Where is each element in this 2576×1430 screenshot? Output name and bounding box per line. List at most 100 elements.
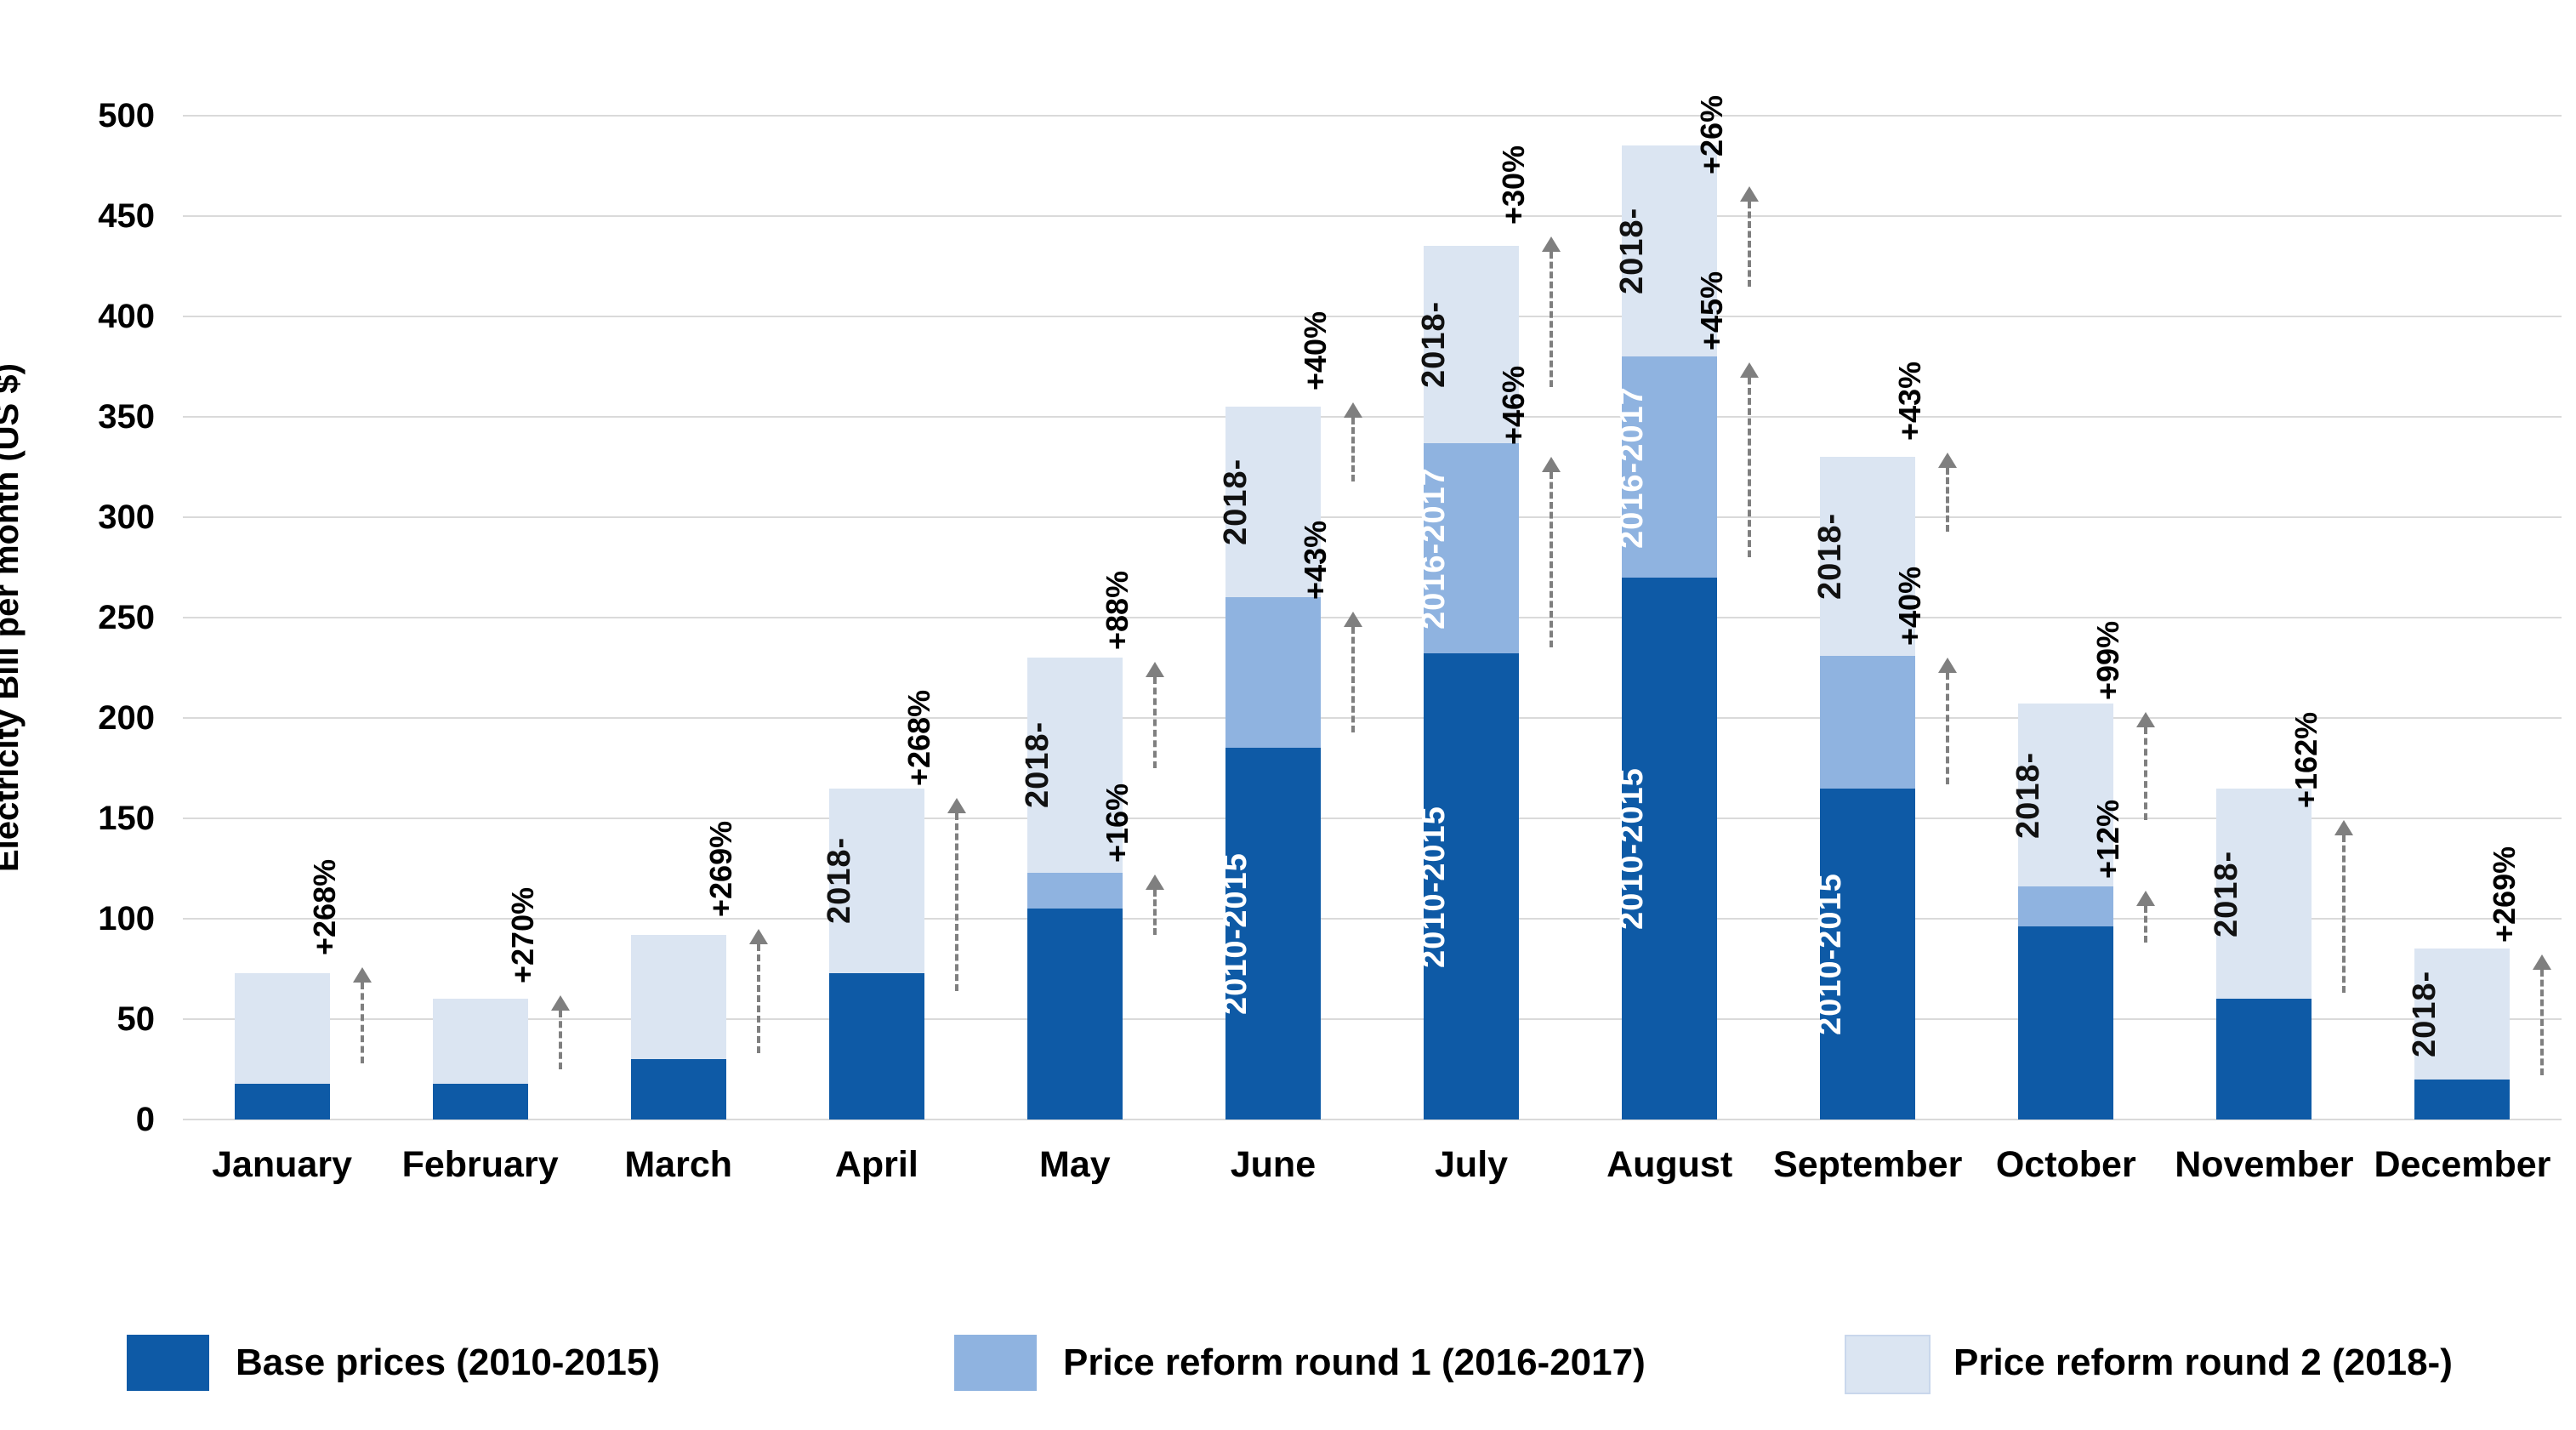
arrow-dashed-line bbox=[1152, 890, 1157, 935]
y-tick-label-300: 300 bbox=[98, 499, 155, 536]
arrow-up-icon bbox=[1343, 402, 1362, 419]
segment-label-april-series3: 2018- bbox=[821, 836, 857, 925]
arrow-up-icon bbox=[947, 798, 966, 814]
y-tick-label-0: 0 bbox=[135, 1101, 155, 1138]
annotation-december-1: +269% bbox=[2487, 846, 2522, 943]
arrow-dashed-line bbox=[2540, 970, 2545, 1076]
segment-label-july-series3: 2018- bbox=[1416, 300, 1453, 389]
x-tick-label-february: February bbox=[401, 1144, 559, 1185]
segment-label-december-series3: 2018- bbox=[2407, 970, 2443, 1058]
arrow-up-icon bbox=[1938, 453, 1958, 469]
annotation-april-1: +268% bbox=[901, 690, 936, 787]
y-tick-label-150: 150 bbox=[98, 800, 155, 837]
arrow-up-icon bbox=[1343, 611, 1362, 627]
y-tick-label-400: 400 bbox=[98, 298, 155, 335]
arrow-dashed-line bbox=[756, 943, 760, 1054]
bar-segment-june-series1 bbox=[1225, 748, 1321, 1120]
bar-segment-march-series3 bbox=[630, 934, 726, 1060]
gridline-400 bbox=[183, 316, 2562, 317]
bar-segment-august-series1 bbox=[1622, 577, 1718, 1120]
x-tick-label-january: January bbox=[212, 1144, 352, 1185]
bar-segment-may-series1 bbox=[1026, 909, 1123, 1120]
segment-label-november-series3: 2018- bbox=[2209, 850, 2245, 937]
arrow-up-icon bbox=[2136, 711, 2156, 727]
arrow-up-icon bbox=[1740, 185, 1760, 202]
arrow-dashed-line bbox=[1748, 378, 1752, 558]
legend-swatch-1 bbox=[127, 1335, 209, 1391]
bar-segment-july-series2 bbox=[1424, 442, 1520, 654]
bar-segment-january-series3 bbox=[234, 972, 330, 1084]
y-tick-label-200: 200 bbox=[98, 699, 155, 737]
arrow-dashed-line bbox=[1946, 468, 1950, 532]
annotation-november-1: +162% bbox=[2289, 712, 2324, 809]
segment-label-july-series2: 2016-2017 bbox=[1416, 467, 1453, 630]
bar-segment-october-series1 bbox=[2018, 926, 2114, 1120]
bar-segment-october-series2 bbox=[2018, 886, 2114, 927]
bar-segment-december-series1 bbox=[2414, 1079, 2511, 1120]
arrow-dashed-line bbox=[2342, 835, 2346, 994]
x-tick-label-august: August bbox=[1606, 1144, 1733, 1185]
annotation-january-1: +268% bbox=[306, 858, 342, 955]
bar-segment-june-series2 bbox=[1225, 597, 1321, 749]
y-tick-label-100: 100 bbox=[98, 900, 155, 937]
annotation-june-1: +43% bbox=[1297, 520, 1333, 600]
bar-segment-february-series3 bbox=[432, 999, 528, 1084]
annotation-may-2: +88% bbox=[1099, 570, 1134, 650]
bar-segment-august-series3 bbox=[1622, 145, 1718, 357]
arrow-up-icon bbox=[550, 994, 570, 1011]
bar-segment-april-series3 bbox=[828, 788, 924, 973]
segment-label-september-series3: 2018- bbox=[1812, 512, 1849, 601]
x-tick-label-september: September bbox=[1773, 1144, 1963, 1185]
x-tick-label-november: November bbox=[2175, 1144, 2354, 1185]
legend-label-3: Price reform round 2 (2018-) bbox=[1953, 1342, 2453, 1383]
x-tick-label-july: July bbox=[1435, 1144, 1509, 1185]
y-tick-label-500: 500 bbox=[98, 97, 155, 134]
gridline-0 bbox=[183, 1119, 2562, 1120]
legend-swatch-2 bbox=[954, 1335, 1037, 1391]
bar-segment-september-series3 bbox=[1820, 457, 1916, 656]
bar-segment-december-series3 bbox=[2414, 949, 2511, 1080]
annotation-august-2: +26% bbox=[1694, 94, 1730, 174]
bar-segment-april-series1 bbox=[828, 972, 924, 1120]
segment-label-august-series1: 2010-2015 bbox=[1614, 767, 1651, 930]
arrow-up-icon bbox=[1938, 658, 1958, 674]
annotation-june-2: +40% bbox=[1297, 311, 1333, 391]
arrow-up-icon bbox=[2334, 820, 2354, 836]
bar-segment-may-series3 bbox=[1026, 658, 1123, 873]
bar-segment-may-series2 bbox=[1026, 872, 1123, 909]
annotation-february-1: +270% bbox=[504, 886, 540, 983]
legend-swatch-3 bbox=[1845, 1335, 1931, 1394]
x-tick-label-october: October bbox=[1995, 1144, 2136, 1185]
arrow-up-icon bbox=[1740, 362, 1760, 379]
legend-label-2: Price reform round 1 (2016-2017) bbox=[1063, 1342, 1646, 1383]
arrow-dashed-line bbox=[1152, 676, 1157, 768]
arrow-dashed-line bbox=[1550, 472, 1554, 648]
gridline-450 bbox=[183, 215, 2562, 217]
segment-label-october-series3: 2018- bbox=[2010, 751, 2047, 839]
gridline-500 bbox=[183, 115, 2562, 117]
arrow-dashed-line bbox=[1550, 251, 1554, 387]
annotation-may-1: +16% bbox=[1099, 783, 1134, 863]
arrow-up-icon bbox=[1542, 457, 1561, 473]
segment-label-july-series1: 2010-2015 bbox=[1416, 806, 1453, 968]
arrow-up-icon bbox=[1542, 236, 1561, 252]
bar-segment-march-series1 bbox=[630, 1059, 726, 1120]
gridline-100 bbox=[183, 918, 2562, 920]
arrow-dashed-line bbox=[1946, 673, 1950, 784]
arrow-dashed-line bbox=[2144, 905, 2148, 943]
segment-label-september-series1: 2010-2015 bbox=[1812, 873, 1849, 1035]
arrow-dashed-line bbox=[1748, 201, 1752, 287]
annotation-july-1: +46% bbox=[1496, 366, 1532, 446]
y-tick-label-250: 250 bbox=[98, 599, 155, 636]
arrow-dashed-line bbox=[1351, 418, 1355, 481]
arrow-up-icon bbox=[748, 928, 768, 944]
arrow-dashed-line bbox=[360, 982, 364, 1063]
annotation-october-2: +99% bbox=[2090, 620, 2126, 700]
gridline-350 bbox=[183, 416, 2562, 418]
y-axis-title: Electricity Bill per month (US $) bbox=[0, 363, 26, 872]
arrow-dashed-line bbox=[1351, 626, 1355, 732]
annotation-october-1: +12% bbox=[2090, 799, 2126, 879]
annotation-september-1: +40% bbox=[1892, 567, 1928, 647]
bar-segment-july-series1 bbox=[1424, 653, 1520, 1120]
